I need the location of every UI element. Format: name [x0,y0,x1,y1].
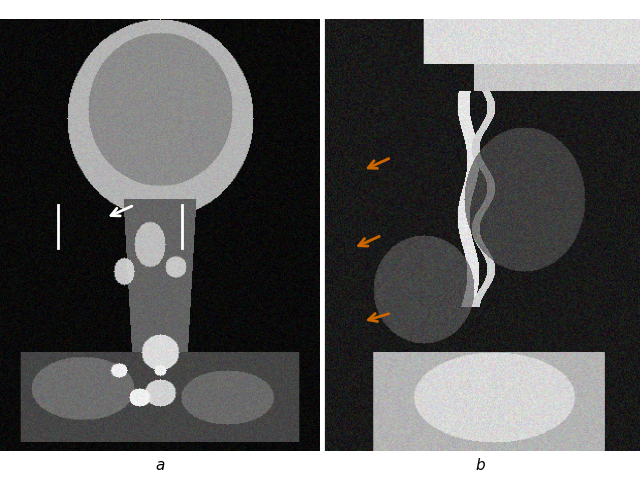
Text: b: b [475,458,485,473]
Text: a: a [156,458,164,473]
